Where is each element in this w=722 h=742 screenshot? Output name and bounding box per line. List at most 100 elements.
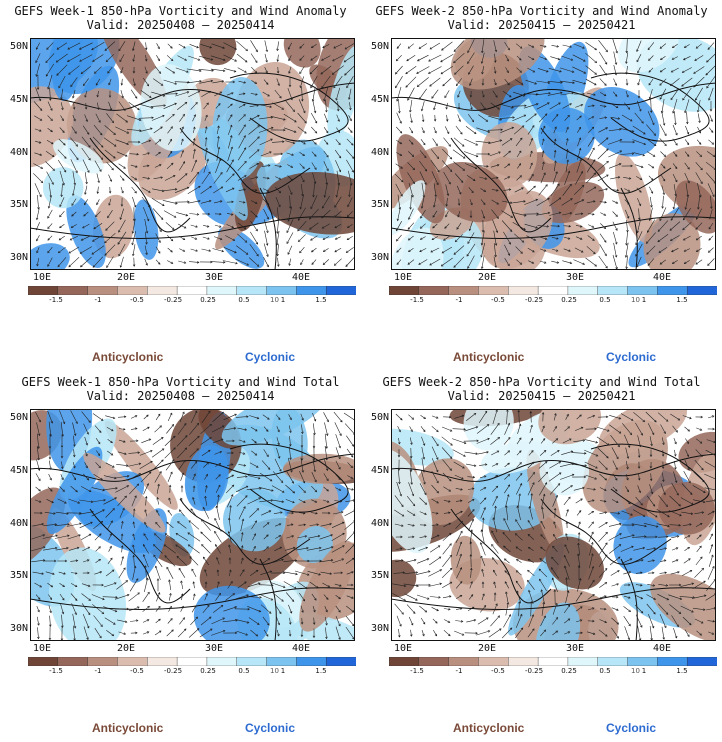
wind-arrow: [552, 495, 558, 507]
wind-arrow-head: [234, 59, 238, 62]
wind-arrow-head: [38, 141, 42, 144]
colorbar-swatch: [418, 657, 450, 666]
wind-arrow-head: [628, 583, 631, 587]
wind-arrow-head: [577, 553, 580, 556]
wind-arrow-head: [120, 204, 124, 207]
wind-arrow: [467, 52, 475, 64]
wind-arrow: [481, 209, 485, 219]
wind-arrow-head: [617, 512, 621, 515]
wind-arrow-head: [286, 230, 289, 234]
wind-arrow-head: [530, 437, 534, 441]
wind-arrow-head: [97, 107, 100, 110]
wind-arrow: [145, 54, 147, 62]
wind-arrow: [213, 200, 223, 204]
wind-arrow: [397, 425, 401, 433]
wind-arrow-head: [258, 609, 262, 613]
wind-arrow: [55, 547, 69, 551]
wind-arrow-head: [190, 508, 193, 511]
wind-arrow: [251, 66, 257, 74]
wind-arrow-head: [569, 183, 572, 187]
wind-arrow-head: [123, 166, 126, 169]
wind-arrow: [92, 413, 104, 421]
colorbar-tick-label: -0.5: [491, 296, 505, 304]
wind-arrow-head: [480, 542, 483, 545]
lon-label: 30E: [205, 643, 224, 654]
wind-arrow-head: [649, 478, 653, 482]
wind-arrow: [56, 53, 68, 63]
wind-arrow: [238, 189, 246, 191]
wind-arrow: [624, 188, 630, 192]
wind-arrow: [167, 126, 173, 134]
wind-arrow: [683, 535, 691, 539]
wind-arrow-head: [509, 94, 512, 98]
wind-arrow-head: [430, 250, 433, 253]
wind-arrow: [650, 196, 652, 208]
wind-arrow-head: [411, 417, 415, 420]
wind-arrow-head: [615, 489, 618, 492]
wind-arrow-head: [615, 105, 619, 108]
wind-arrow: [130, 164, 138, 168]
wind-arrow: [428, 54, 442, 62]
wind-arrow: [696, 208, 702, 220]
wind-arrow: [312, 172, 316, 184]
wind-arrow-head: [173, 435, 176, 439]
wind-arrow-head: [193, 148, 196, 152]
wind-arrow-head: [157, 46, 160, 50]
wind-arrow: [577, 521, 581, 529]
wind-arrow: [491, 450, 499, 456]
wind-arrow-head: [496, 189, 499, 192]
wind-arrow: [444, 619, 450, 623]
wind-arrow-head: [552, 545, 555, 549]
wind-arrow-head: [408, 217, 411, 220]
wind-arrow-head: [231, 159, 234, 162]
wind-arrow-head: [702, 480, 705, 483]
wind-arrow: [32, 523, 44, 527]
wind-arrow-head: [73, 433, 77, 437]
wind-arrow: [324, 171, 328, 185]
wind-arrow: [537, 225, 549, 227]
wind-arrow: [347, 462, 353, 468]
wind-arrow: [492, 603, 498, 615]
wind-arrow: [35, 411, 41, 423]
wind-arrow-head: [663, 154, 667, 157]
wind-arrow-head: [126, 485, 130, 488]
wind-arrow: [539, 248, 547, 252]
wind-arrow: [527, 520, 535, 530]
wind-arrow-head: [664, 547, 668, 550]
wind-arrow-head: [627, 637, 631, 641]
map-panel-week1-anomaly: GEFS Week-1 850-hPa Vorticity and Wind A…: [0, 0, 361, 371]
wind-arrow-head: [157, 413, 161, 417]
wind-arrow: [442, 148, 452, 160]
wind-arrow-head: [675, 132, 678, 136]
wind-arrow: [214, 531, 222, 543]
wind-arrow: [528, 614, 534, 628]
wind-arrow-head: [297, 218, 301, 221]
wind-arrow: [93, 222, 103, 230]
wind-arrow: [586, 246, 596, 254]
wind-arrow-head: [664, 143, 667, 147]
wind-arrow-head: [495, 475, 499, 478]
colorbar-swatch: [389, 657, 420, 666]
wind-arrow-head: [326, 168, 329, 172]
wind-arrow: [656, 508, 670, 518]
wind-arrow: [684, 547, 690, 551]
wind-arrow: [597, 137, 609, 147]
wind-arrow-head: [706, 85, 709, 89]
wind-arrow-head: [39, 129, 42, 132]
wind-arrow-head: [338, 456, 341, 460]
wind-arrow-head: [415, 571, 419, 574]
wind-arrow: [84, 462, 88, 468]
wind-arrow-head: [604, 83, 607, 86]
wind-arrow-head: [42, 534, 46, 537]
wind-arrow-head: [400, 418, 403, 421]
wind-arrow: [166, 567, 174, 579]
wind-arrow: [695, 259, 703, 265]
wind-arrow: [189, 448, 199, 458]
wind-arrow-head: [234, 606, 238, 609]
wind-arrow-head: [243, 81, 247, 84]
wind-arrow-head: [127, 474, 130, 478]
wind-arrow-head: [333, 215, 337, 218]
vorticity-shading: [140, 64, 202, 152]
wind-arrow: [431, 484, 439, 494]
wind-arrow-head: [494, 49, 498, 53]
